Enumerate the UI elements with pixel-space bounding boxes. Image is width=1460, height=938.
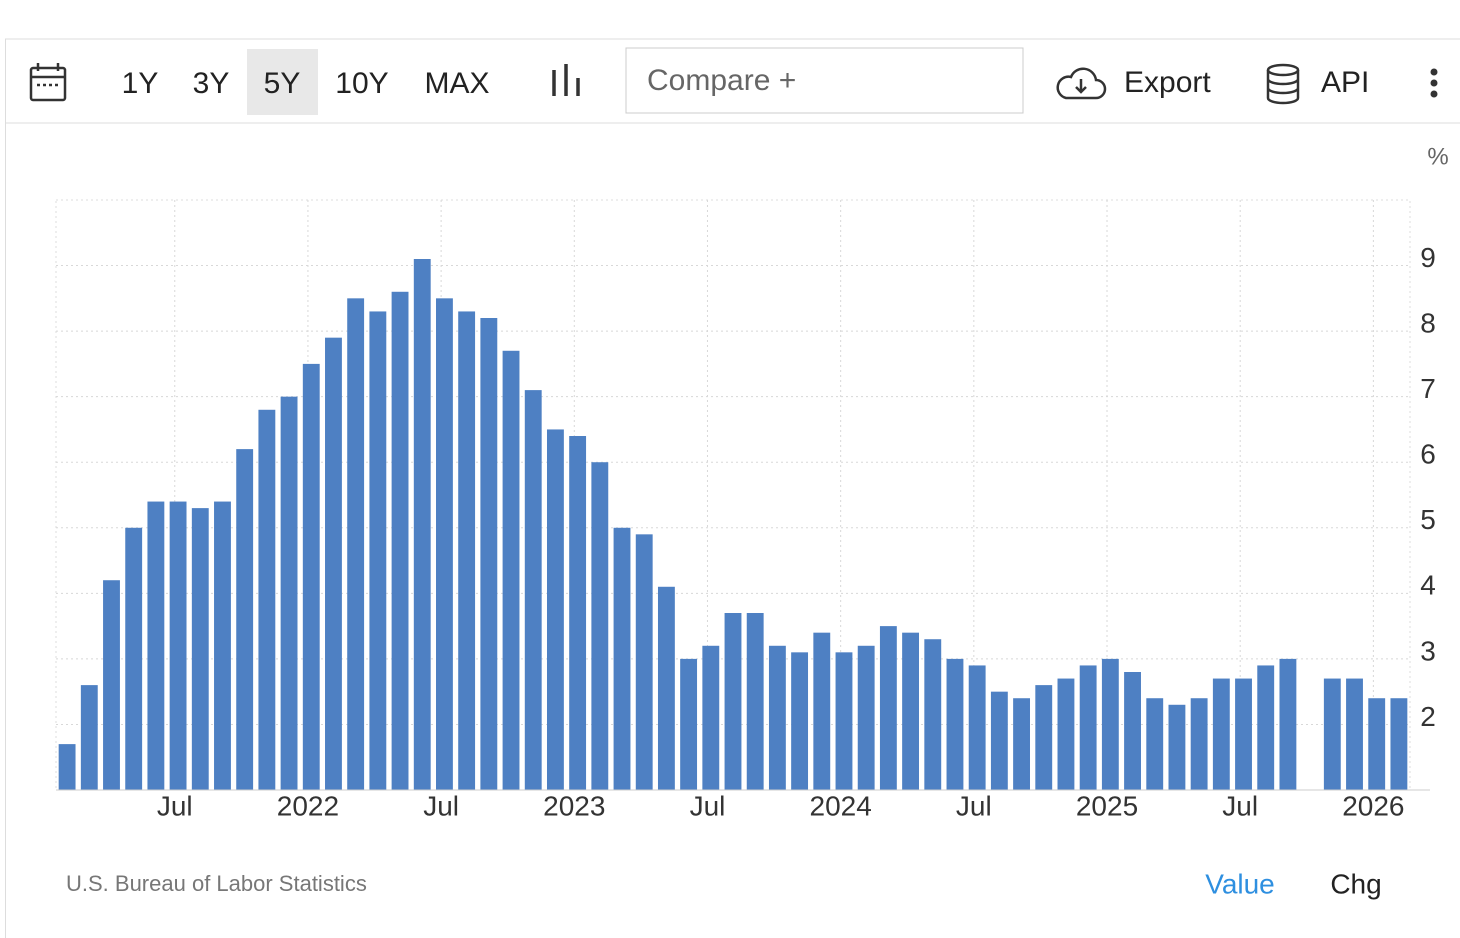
bar: [1323, 678, 1341, 790]
compare-input[interactable]: [625, 47, 1024, 114]
chg-tab[interactable]: Chg: [1330, 868, 1381, 899]
bar: [1146, 698, 1164, 790]
y-tick-label: 6: [1420, 439, 1436, 470]
x-tick-label: Jul: [690, 790, 726, 821]
bar: [1257, 665, 1275, 790]
x-tick-label: 2023: [543, 790, 605, 821]
bar: [214, 501, 231, 790]
x-tick-label: Jul: [956, 790, 992, 821]
bar: [857, 645, 875, 790]
bar: [546, 429, 564, 790]
x-tick-label: 2022: [277, 790, 339, 821]
selected-range-bg: [247, 49, 318, 115]
bar: [1168, 704, 1186, 790]
bar: [1390, 698, 1408, 790]
chart: 2 3 4 5 6 7 8 9 Jul 2022 Jul 2023 Jul 2024 Jul 2025 Jul 2…: [55, 199, 1436, 821]
source: U.S. Bureau of Labor Statistics: [66, 871, 367, 896]
bar: [80, 685, 98, 790]
bar: [325, 337, 342, 790]
range-button[interactable]: 3Y: [193, 67, 230, 100]
range-button[interactable]: 1Y: [122, 67, 159, 100]
bar: [236, 449, 254, 790]
bar: [1212, 678, 1230, 790]
bar: [879, 626, 897, 790]
bar: [635, 534, 653, 790]
bar: [746, 613, 764, 790]
x-tick-label: 2025: [1076, 790, 1138, 821]
bar: [1346, 678, 1363, 790]
bar: [1190, 698, 1208, 790]
bar: [1368, 698, 1386, 790]
bar: [702, 645, 720, 790]
bar: [1279, 658, 1297, 790]
bar: [480, 318, 498, 790]
api-button[interactable]: API: [1321, 66, 1369, 99]
bar: [103, 580, 120, 790]
bar: [125, 527, 143, 790]
bar: [968, 665, 986, 790]
bar: [302, 363, 320, 790]
bar: [613, 527, 631, 790]
y-tick-label: 2: [1420, 701, 1436, 732]
bar: [191, 508, 209, 790]
x-tick-label: 2026: [1342, 790, 1404, 821]
bar: [280, 396, 298, 790]
bar: [58, 744, 76, 790]
bar: [413, 259, 431, 790]
export-icon[interactable]: [1056, 67, 1107, 100]
bar: [680, 658, 698, 790]
chart-type-icon[interactable]: [552, 64, 580, 96]
y-tick-label: 4: [1420, 570, 1436, 601]
bar: [147, 501, 165, 790]
bar: [436, 298, 453, 790]
value-tab[interactable]: Value: [1205, 868, 1275, 899]
bar: [1235, 678, 1252, 790]
bar: [524, 390, 542, 790]
bar: [502, 350, 520, 790]
api-icon[interactable]: [1266, 63, 1300, 105]
y-tick-label: 9: [1420, 242, 1436, 273]
bar: [1057, 678, 1075, 790]
range-button[interactable]: 10Y: [335, 67, 388, 100]
bar: [391, 291, 409, 790]
bar: [1013, 698, 1030, 790]
bar: [1101, 658, 1119, 790]
bar: [924, 639, 942, 790]
bar: [791, 652, 809, 790]
bar: [569, 436, 587, 790]
bar: [1035, 685, 1053, 790]
bar: [657, 586, 675, 790]
bar: [946, 658, 964, 790]
bar: [1124, 672, 1141, 790]
range-button[interactable]: MAX: [424, 67, 489, 100]
bar: [835, 652, 853, 790]
bar: [990, 691, 1008, 790]
y-tick-label: 7: [1420, 373, 1436, 404]
bar: [347, 298, 365, 790]
x-tick-label: Jul: [1222, 790, 1258, 821]
bar: [169, 501, 187, 790]
range-button[interactable]: 5Y: [264, 67, 301, 100]
bar: [813, 632, 831, 790]
x-tick-label: Jul: [157, 790, 193, 821]
bar: [458, 311, 476, 790]
y-tick-label: 5: [1420, 504, 1436, 535]
more-menu[interactable]: [1430, 68, 1438, 98]
compare-placeholder: Compare +: [647, 64, 796, 97]
bar: [724, 613, 742, 790]
bar: [768, 645, 786, 790]
calendar-icon[interactable]: [29, 63, 67, 102]
bar: [369, 311, 387, 790]
bar: [591, 462, 609, 790]
bar: [902, 632, 920, 790]
x-tick-label: 2024: [810, 790, 872, 821]
y-tick-label: 8: [1420, 308, 1436, 339]
bar: [258, 409, 276, 790]
bar: [1079, 665, 1097, 790]
export-button[interactable]: Export: [1124, 66, 1211, 99]
x-tick-label: Jul: [423, 790, 459, 821]
y-tick-label: 3: [1420, 635, 1436, 666]
unit-label: %: [1427, 143, 1448, 170]
